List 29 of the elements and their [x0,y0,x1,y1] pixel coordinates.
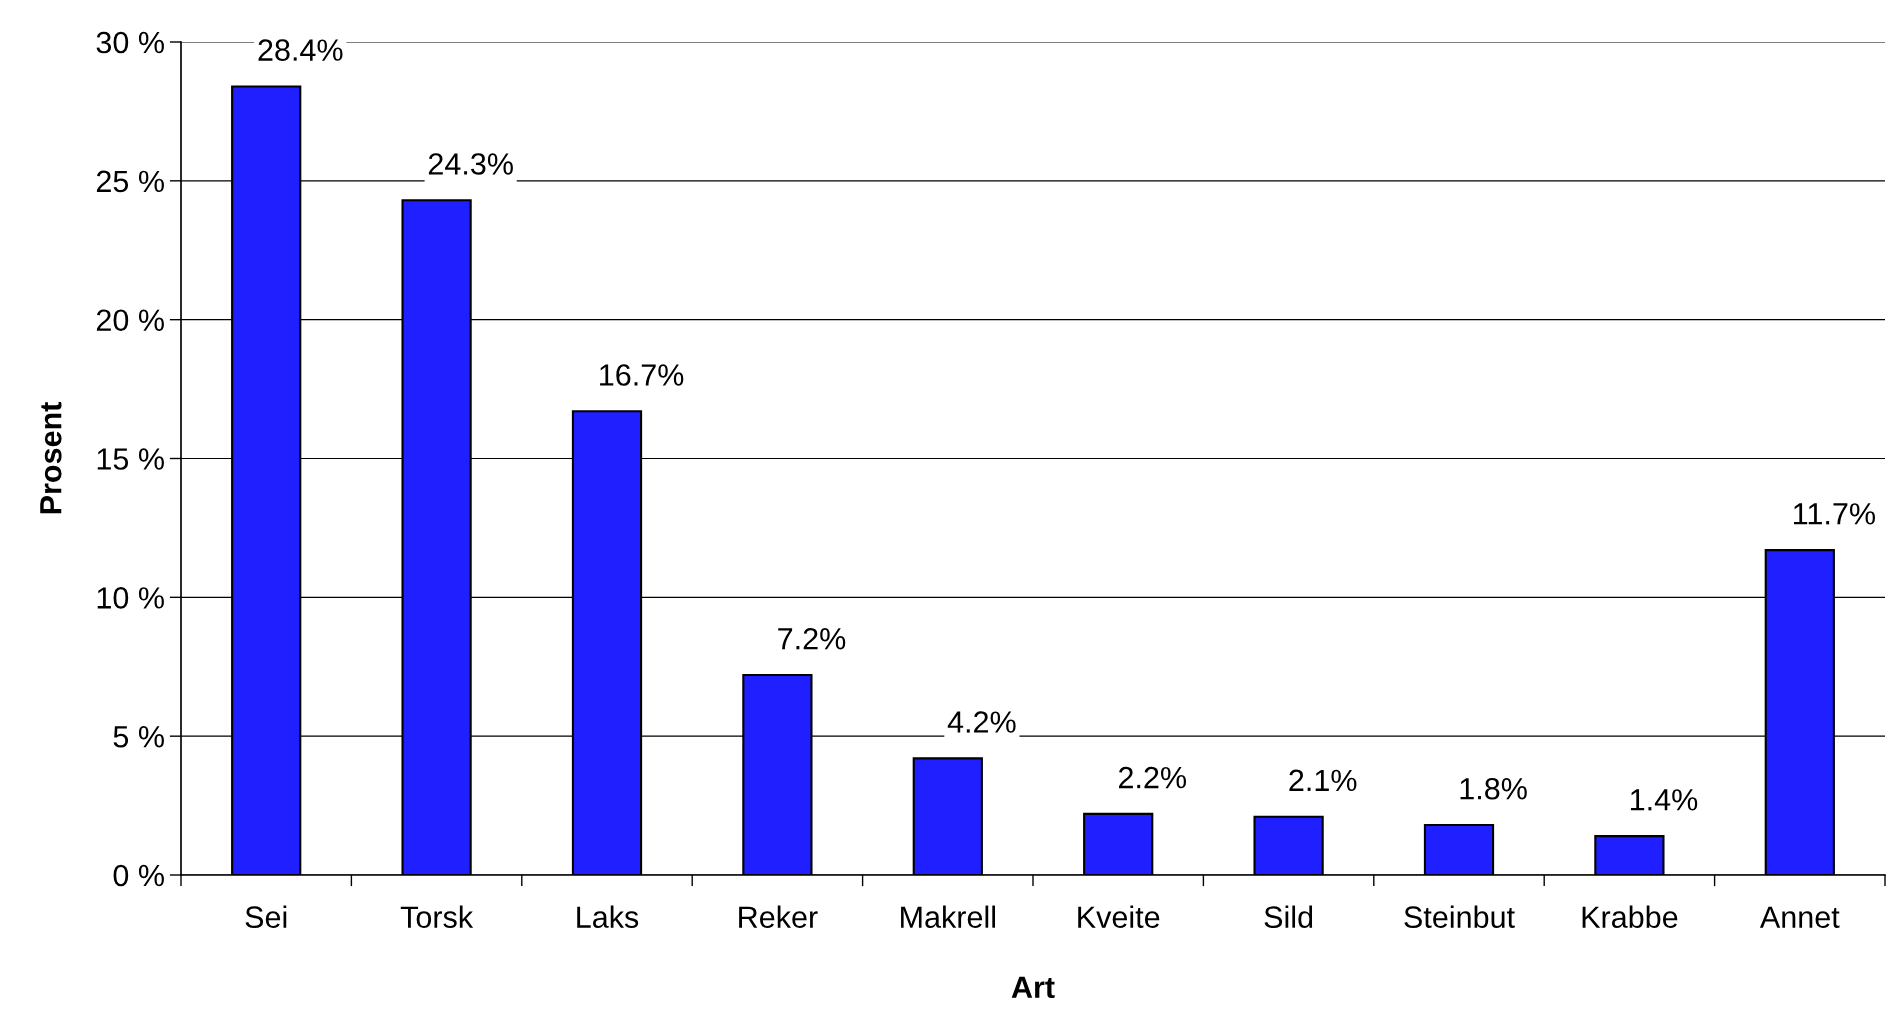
data-label: 2.1% [1289,769,1357,792]
data-label: 16.7% [600,364,684,386]
y-tick-label: 30 % [96,31,164,54]
y-axis-title: Prosent [40,401,62,514]
y-tick-label: 15 % [97,448,164,470]
data-label: 1.8% [1460,777,1527,800]
data-label: 11.7% [1794,503,1875,525]
y-tick-label: 20 % [96,309,164,332]
y-tick-label: 0 % [113,864,164,887]
data-label: 1.4% [1630,789,1698,811]
x-tick-label: Annet [1759,906,1840,928]
x-tick-label: Kveite [1078,905,1160,928]
x-tick-label: Krabbe [1582,905,1678,928]
y-tick-label: 5 % [113,726,164,748]
data-label: 2.2% [1119,766,1187,789]
y-tick-label: 10 % [97,587,164,609]
data-label: 4.2% [947,711,1016,733]
data-label: 24.3% [428,153,513,175]
x-tick-label: Sild [1264,905,1313,928]
x-tick-label: Sei [245,905,287,928]
y-tick-label: 25 % [96,170,164,193]
x-tick-label: Steinbut [1404,905,1515,928]
data-label: 28.4% [258,39,343,61]
x-tick-label: Torsk [400,905,474,928]
x-axis-title: Art [1011,976,1055,999]
x-tick-label: Reker [739,905,818,928]
x-tick-label: Laks [577,905,639,928]
x-tick-label: Makrell [901,905,995,928]
data-label: 7.2% [778,627,846,650]
